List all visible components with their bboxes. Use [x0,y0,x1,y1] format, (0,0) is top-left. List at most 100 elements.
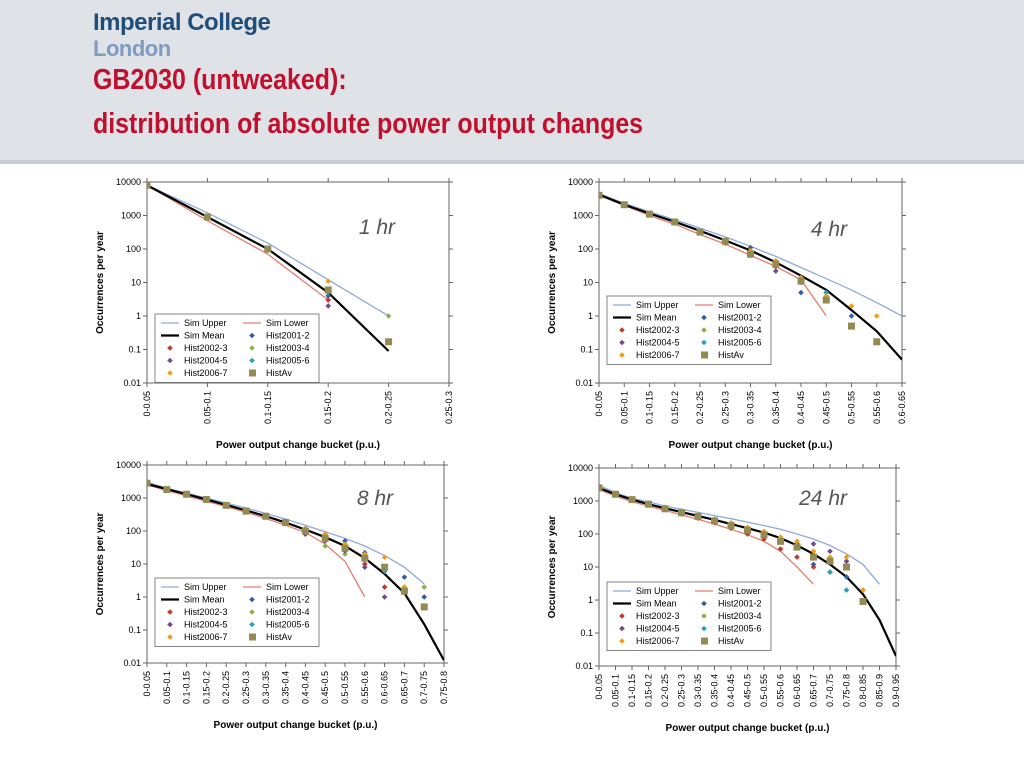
legend-label: Hist2002-3 [184,607,228,617]
point-hist2004-5 [381,594,388,600]
x-tick-label: 0.45-0.5 [320,671,330,704]
legend-swatch [249,633,256,641]
point-hist2004-5 [810,541,817,547]
legend-label: HistAv [266,368,292,378]
point-histav [599,191,603,199]
y-tick-label: 100 [578,244,593,254]
x-tick-label: 0-0.05 [594,674,604,700]
x-tick-label: 0.05-0.1 [162,671,172,704]
legend-label: Sim Upper [184,318,227,328]
y-tick-label: 1000 [121,211,141,221]
series-group [599,484,896,657]
point-hist2005-6 [827,569,833,575]
y-tick-label: 10000 [568,177,593,187]
x-tick-label: 0.65-0.7 [399,671,409,704]
legend-box [606,581,772,651]
chart-4hr: 0.01 0.1 1 10 100 1000 10000 0-0.05 0.05-0.1 0.1-… [547,177,907,451]
x-tick-label: 0-0.05 [142,671,152,697]
x-tick-label: 0.75-0.8 [842,674,852,707]
legend-label: Sim Lower [266,318,309,328]
y-tick-label: 100 [126,526,141,536]
y-tick-label: 0.1 [128,625,141,635]
point-histav [222,501,230,509]
legend-label: HistAv [266,632,292,642]
y-tick-label: 0.1 [580,345,593,355]
legend-label: Hist2003-4 [266,607,310,617]
y-tick-label: 1 [136,311,141,321]
point-histav [873,338,881,346]
point-hist2001-2 [342,538,348,544]
series-group [599,191,902,361]
x-tick-label: 0.5-0.55 [759,674,769,707]
x-tick-label: 0.7-0.75 [825,674,835,707]
y-tick-label: 10 [131,559,141,569]
y-tick-label: 10 [583,278,593,288]
y-axis-label: Occurrences per year [547,231,558,334]
y-tick-label: 100 [126,244,141,254]
legend-swatch [249,369,256,377]
y-tick-label: 1000 [573,211,593,221]
y-tick-label: 10 [131,278,141,288]
point-histav [797,277,805,285]
legend-label: Hist2003-4 [266,343,310,353]
legend-swatch [249,357,255,364]
point-histav [826,557,834,565]
legend-box [606,295,772,365]
y-axis-label: Occurrences per year [95,231,106,334]
point-histav [678,509,685,517]
legend-label: Hist2006-7 [184,368,228,378]
legend-label: Hist2002-3 [636,325,680,335]
legend-label: Hist2001-2 [718,599,762,609]
x-tick-label: 0.9-0.95 [891,674,901,707]
series-line-sim-lower [599,194,827,317]
point-histav [744,526,751,534]
legend-label: Hist2005-6 [718,624,762,634]
x-tick-label: 0.2-0.25 [695,391,705,424]
x-tick-label: 0.2-0.25 [384,391,394,424]
x-tick-label: 0.2-0.25 [221,671,231,704]
x-tick-label: 0.75-0.8 [439,671,449,704]
x-axis-label: Power output change bucket (p.u.) [214,720,378,731]
point-histav [282,519,290,527]
legend-label: Hist2002-3 [636,611,680,621]
legend-label: HistAv [718,636,744,646]
point-hist2003-4 [421,584,427,590]
point-hist2006-7 [325,278,331,284]
x-tick-label: 0.3-0.35 [746,391,756,424]
point-histav [661,505,669,513]
point-hist2002-3 [325,297,331,303]
y-tick-label: 0.1 [128,345,141,355]
legend-label: Hist2004-5 [184,356,228,366]
legend-label: Hist2004-5 [636,624,680,634]
point-hist2005-6 [381,568,388,575]
point-histav [694,512,702,520]
plot-area: 0.01 0.1 1 10 100 1000 10000 0-0.05 0.05-0.1 0.1-… [568,463,901,707]
y-tick-label: 1000 [121,493,141,503]
point-histav [721,237,729,245]
y-tick-label: 10000 [116,177,141,187]
y-tick-label: 0.01 [575,378,593,388]
point-histav [760,531,768,539]
x-tick-label: 0.5-0.55 [847,391,857,424]
plot-area: 0.01 0.1 1 10 100 1000 10000 0-0.05 0.05-0.1 0.1-… [116,177,454,424]
point-histav [772,260,780,268]
x-tick-label: 0.15-0.2 [670,391,680,424]
point-hist2001-2 [325,293,331,299]
point-histav [242,507,250,515]
legend-swatch [167,345,173,351]
x-tick-label: 0.55-0.6 [872,391,882,424]
point-histav [321,534,329,542]
y-tick-label: 10 [583,562,593,572]
x-tick-label: 0.15-0.2 [201,671,211,704]
point-hist2002-3 [777,546,784,552]
legend-label: Hist2005-6 [266,620,310,630]
point-histav [381,563,389,571]
point-hist2004-5 [362,564,368,570]
legend: Sim Upper Sim Lower Sim Mean Hist2001-2 Hist… [606,295,772,365]
point-histav [711,517,718,525]
series-group [147,479,444,661]
point-histav [341,544,349,552]
series-line-sim-mean [147,482,444,661]
legend-label: Hist2005-6 [718,338,762,348]
y-tick-label: 10000 [116,460,141,470]
